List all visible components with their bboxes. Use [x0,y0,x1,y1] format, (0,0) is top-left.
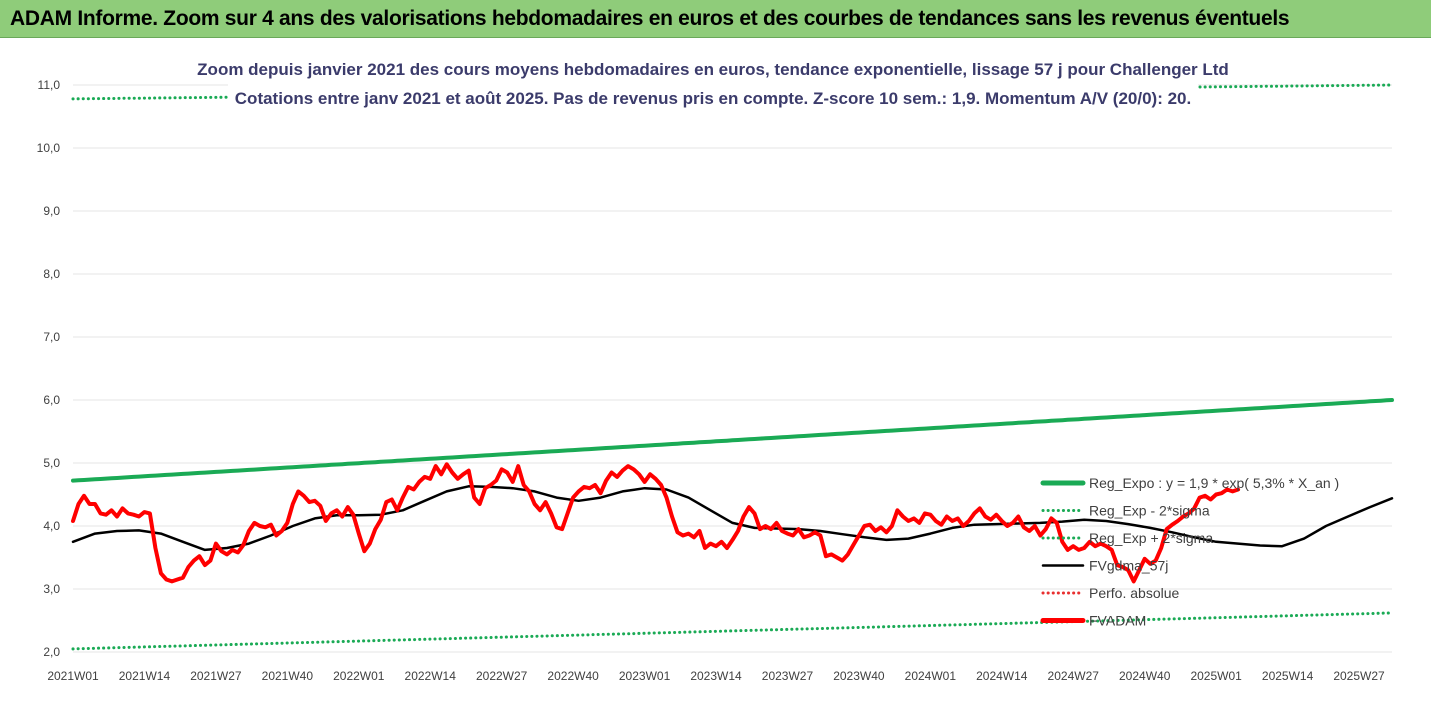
x-tick-label: 2022W01 [333,669,385,683]
banner-title: ADAM Informe. Zoom sur 4 ans des valoris… [10,7,1290,30]
x-tick-label: 2023W40 [833,669,885,683]
y-tick-label: 4,0 [43,519,60,533]
y-tick-label: 2,0 [43,645,60,659]
y-axis-ticks: 2,0 3,0 4,0 5,0 6,0 7,0 8,0 9,0 10,0 11,0 [37,78,61,659]
y-tick-label: 9,0 [43,204,60,218]
x-tick-label: 2023W01 [619,669,671,683]
x-tick-label: 2022W40 [547,669,599,683]
x-tick-label: 2021W40 [262,669,314,683]
legend-label: Reg_Exp + 2*sigma [1089,530,1213,546]
x-tick-label: 2023W27 [762,669,814,683]
legend-label: Reg_Exp - 2*sigma [1089,503,1210,519]
x-tick-label: 2025W01 [1190,669,1242,683]
x-tick-label: 2024W14 [976,669,1028,683]
y-tick-label: 5,0 [43,456,60,470]
chart-title: Zoom depuis janvier 2021 des cours moyen… [197,60,1229,79]
x-tick-label: 2024W27 [1048,669,1100,683]
x-axis-ticks: 2021W01 2021W14 2021W27 2021W40 2022W01 2022W… [47,669,1385,683]
y-tick-label: 8,0 [43,267,60,281]
series-line-1 [71,611,1394,651]
series-line-5 [71,462,1241,584]
y-tick-label: 10,0 [37,141,61,155]
legend: Reg_Expo : y = 1,9 * exp( 5,3% * X_an ) R… [1040,475,1339,629]
report-banner: ADAM Informe. Zoom sur 4 ans des valoris… [0,0,1431,38]
legend-label: FVADAM [1089,613,1146,629]
line-chart: 2,0 3,0 4,0 5,0 6,0 7,0 8,0 9,0 10,0 11,0 2021W01… [37,52,1394,683]
x-tick-label: 2025W14 [1262,669,1314,683]
x-tick-label: 2022W27 [476,669,528,683]
y-tick-label: 3,0 [43,582,60,596]
x-tick-label: 2021W27 [190,669,242,683]
y-tick-label: 7,0 [43,330,60,344]
x-tick-label: 2025W27 [1333,669,1385,683]
series-layer [71,83,1394,651]
x-tick-label: 2023W14 [690,669,742,683]
title-box [228,52,1198,114]
legend-label: FVgdma_57j [1089,558,1168,574]
x-tick-label: 2024W40 [1119,669,1171,683]
gridlines [73,84,1392,653]
chart-subtitle: Cotations entre janv 2021 et août 2025. … [235,89,1191,108]
y-tick-label: 6,0 [43,393,60,407]
y-tick-label: 11,0 [38,78,61,92]
series-line-0 [71,398,1394,483]
legend-label: Perfo. absolue [1089,585,1179,601]
legend-label: Reg_Expo : y = 1,9 * exp( 5,3% * X_an ) [1089,475,1339,491]
x-tick-label: 2021W14 [119,669,171,683]
x-tick-label: 2021W01 [47,669,99,683]
series-line-3 [71,485,1394,552]
x-tick-label: 2024W01 [905,669,957,683]
x-tick-label: 2022W14 [405,669,457,683]
